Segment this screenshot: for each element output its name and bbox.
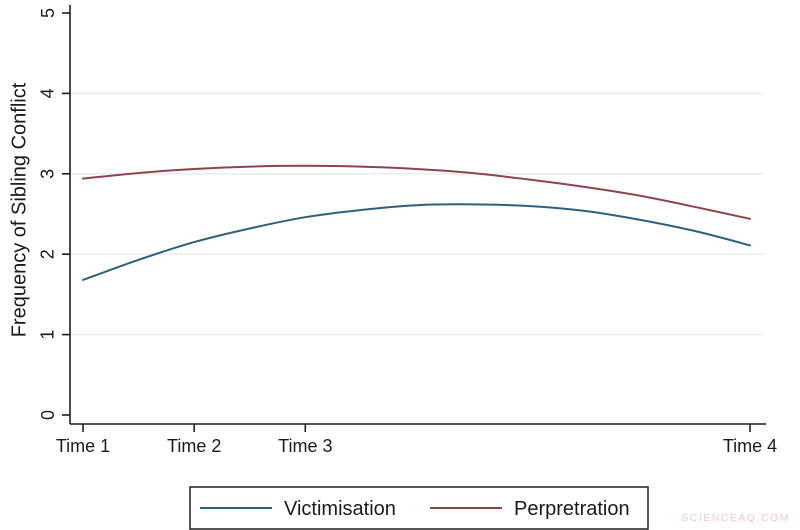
perpretration-legend-label: Perpretration [514, 498, 630, 520]
watermark-text: SCIENCEAQ.COM [681, 512, 790, 524]
x-tick-time1: Time 1 [56, 436, 110, 456]
legend: Victimisation Perpretration [189, 486, 649, 530]
x-tick-time4: Time 4 [723, 436, 777, 456]
x-axis-tick-labels: Time 1 Time 2 Time 3 Time 4 [56, 436, 777, 456]
y-tick-1: 1 [38, 330, 58, 340]
y-axis-tick-labels: 0 1 2 3 4 5 [38, 8, 58, 420]
y-tick-5: 5 [38, 8, 58, 18]
perpretration-line [82, 164, 751, 220]
victimisation-line [82, 203, 751, 281]
x-axis-ticks [82, 424, 751, 432]
x-tick-time2: Time 2 [167, 436, 221, 456]
y-axis-title: Frequency of Sibling Conflict [8, 82, 30, 337]
y-tick-0: 0 [38, 410, 58, 420]
gridlines [70, 92, 763, 336]
y-axis-ticks [62, 12, 70, 416]
x-tick-time3: Time 3 [278, 436, 332, 456]
y-tick-3: 3 [38, 169, 58, 179]
y-tick-4: 4 [38, 88, 58, 98]
y-tick-2: 2 [38, 249, 58, 259]
victimisation-legend-label: Victimisation [284, 498, 396, 520]
